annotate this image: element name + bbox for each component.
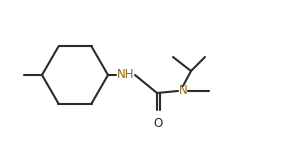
Text: NH: NH: [117, 69, 134, 81]
Text: N: N: [179, 84, 187, 98]
Text: O: O: [153, 117, 163, 130]
